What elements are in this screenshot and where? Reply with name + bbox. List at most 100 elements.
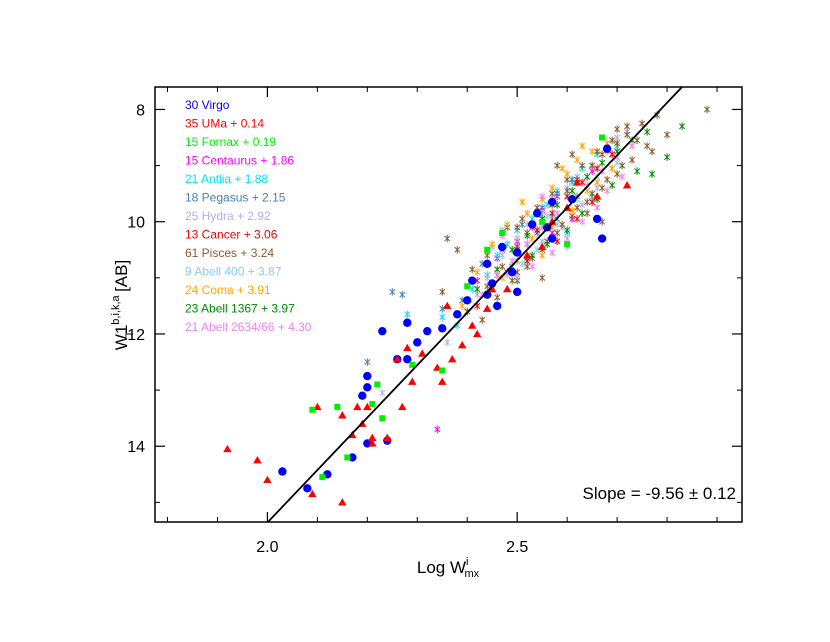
data-point — [574, 203, 581, 212]
x-axis-label-sub: mx — [464, 568, 479, 580]
asterisk-stroke — [524, 263, 531, 270]
legend-entry: 15 Fornax + 0.19 — [185, 135, 276, 149]
data-point — [403, 355, 412, 364]
data-point — [308, 489, 317, 498]
asterisk-stroke — [514, 224, 521, 231]
data-point — [512, 248, 522, 257]
asterisk-stroke — [509, 277, 516, 284]
data-point — [383, 433, 392, 441]
asterisk-stroke — [519, 215, 526, 222]
asterisk-stroke — [469, 266, 476, 273]
asterisk-stroke — [614, 126, 621, 133]
data-point — [463, 296, 472, 305]
data-point — [507, 268, 517, 277]
data-point — [453, 310, 462, 319]
asterisk-stroke — [589, 190, 596, 197]
data-point — [559, 164, 566, 173]
asterisk-stroke — [554, 190, 561, 197]
data-point — [644, 142, 651, 150]
data-point — [438, 324, 447, 333]
data-point — [524, 240, 531, 248]
data-point — [579, 217, 586, 226]
data-point — [574, 215, 581, 223]
data-point — [484, 246, 491, 253]
data-point — [408, 377, 417, 385]
asterisk-stroke — [569, 213, 576, 220]
asterisk-stroke — [459, 302, 466, 309]
data-point — [524, 209, 531, 218]
asterisk-stroke — [579, 162, 586, 169]
asterisk-stroke — [519, 221, 526, 228]
asterisk-stroke — [499, 252, 506, 259]
data-point — [554, 161, 561, 170]
asterisk-stroke — [614, 148, 621, 155]
data-points — [223, 105, 711, 506]
legend-entry: 23 Abell 1367 + 3.97 — [185, 302, 295, 316]
data-point — [594, 147, 601, 156]
data-point — [458, 340, 467, 349]
data-point — [473, 329, 482, 338]
asterisk-stroke — [629, 142, 636, 149]
asterisk-stroke — [594, 148, 601, 155]
data-point — [624, 130, 631, 139]
data-point — [483, 259, 492, 269]
x-tick-label: 2.0 — [256, 539, 278, 556]
data-point — [418, 349, 427, 357]
x-tick-label: 2.5 — [506, 539, 528, 556]
slope-annotation: Slope = -9.56 ± 0.12 — [583, 484, 736, 503]
data-point — [599, 158, 606, 167]
data-point — [493, 301, 502, 311]
data-point — [592, 214, 602, 224]
asterisk-stroke — [584, 173, 591, 180]
data-point — [469, 265, 476, 274]
data-point — [574, 156, 581, 164]
data-point — [519, 198, 526, 206]
asterisk-stroke — [494, 252, 501, 259]
y-axis-label: W1b,i,k,aT [AB] — [110, 260, 136, 350]
data-point — [494, 271, 501, 279]
data-point — [434, 425, 441, 434]
asterisk-stroke — [569, 176, 576, 183]
asterisk-stroke — [649, 170, 656, 178]
data-point — [378, 326, 387, 336]
asterisk-stroke — [579, 210, 586, 217]
asterisk-stroke — [559, 221, 566, 228]
asterisk-stroke — [504, 221, 511, 228]
data-point — [363, 402, 372, 411]
data-point — [564, 170, 571, 178]
asterisk-stroke — [554, 201, 561, 208]
data-point — [479, 316, 486, 324]
asterisk-stroke — [539, 252, 546, 259]
fit-line — [266, 87, 683, 522]
data-point — [522, 251, 532, 259]
asterisk-stroke — [599, 151, 606, 158]
data-point — [539, 251, 546, 260]
asterisk-stroke — [634, 168, 641, 175]
asterisk-stroke — [619, 162, 626, 169]
asterisk-stroke — [634, 137, 641, 144]
asterisk-stroke — [584, 182, 591, 189]
data-point — [413, 338, 422, 347]
data-point — [614, 139, 621, 147]
data-point — [629, 142, 636, 150]
asterisk-stroke — [604, 140, 611, 147]
asterisk-stroke — [529, 235, 536, 242]
data-point — [559, 220, 566, 229]
data-point — [554, 229, 561, 237]
asterisk-stroke — [584, 210, 591, 217]
data-point — [532, 209, 542, 218]
data-point — [609, 150, 616, 159]
data-point — [439, 288, 446, 296]
data-point — [649, 170, 656, 178]
data-point — [602, 144, 612, 153]
asterisk-stroke — [609, 182, 616, 189]
data-point — [363, 383, 372, 392]
data-point — [404, 310, 411, 319]
asterisk-stroke — [614, 134, 621, 141]
data-point — [398, 402, 407, 411]
data-point — [353, 402, 362, 411]
asterisk-stroke — [554, 162, 561, 169]
asterisk-stroke — [649, 148, 656, 155]
asterisk-stroke — [474, 286, 481, 293]
asterisk-stroke — [494, 266, 501, 273]
